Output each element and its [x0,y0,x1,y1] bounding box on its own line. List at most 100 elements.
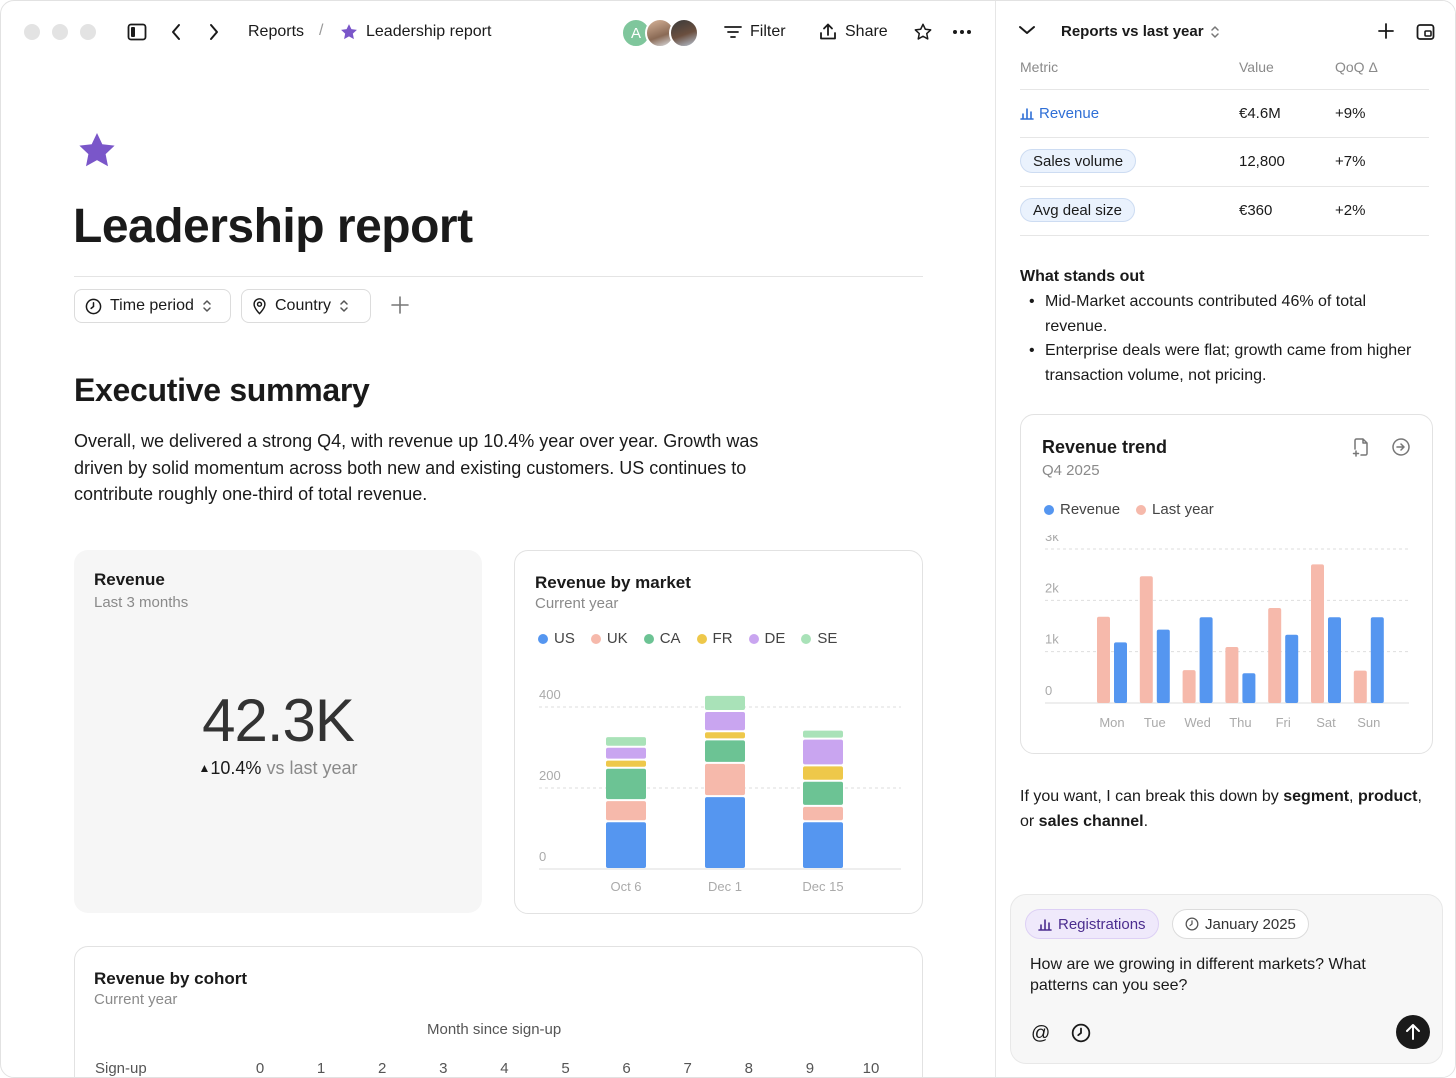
trend-chart-legend: Revenue Last year [1044,501,1214,518]
y-tick-label: 1k [1045,632,1059,647]
filter-label: Filter [750,23,786,40]
legend-item[interactable]: SE [801,630,837,647]
bar-last-year[interactable] [1225,647,1239,703]
revenue-trend-card[interactable]: Revenue trend Q4 2025 Revenue Last year 0… [1020,414,1433,754]
forward-icon[interactable] [202,20,226,44]
bar-revenue[interactable] [1242,673,1256,703]
context-chip-registrations[interactable]: Registrations [1025,909,1159,939]
metric-link-revenue[interactable]: Revenue [1020,105,1099,122]
clock-icon[interactable] [1071,1023,1091,1048]
filter-button[interactable]: Filter [724,20,786,44]
legend-item[interactable]: Last year [1136,501,1214,518]
bar-last-year[interactable] [1353,670,1367,703]
x-tick-label: Sun [1357,715,1380,730]
sidebar-toggle-icon[interactable] [125,20,149,44]
offer-text: , [1417,788,1422,805]
legend-item[interactable]: CA [643,630,681,647]
bar-last-year[interactable] [1311,564,1324,703]
legend-item[interactable]: DE [748,630,785,647]
bar-segment-de[interactable] [705,712,745,731]
metric-chip-avg-deal-size[interactable]: Avg deal size [1020,198,1135,222]
bar-segment-fr[interactable] [705,732,745,739]
table-cell-delta: +9% [1335,105,1366,122]
bar-segment-se[interactable] [606,737,646,746]
bar-last-year[interactable] [1139,576,1153,703]
bar-revenue[interactable] [1370,617,1384,703]
new-chat-plus-icon[interactable] [1377,22,1395,45]
bar-segment-ca[interactable] [705,740,745,762]
revenue-kpi-card[interactable] [74,550,482,913]
bar-segment-fr[interactable] [803,766,843,780]
market-card-title: Revenue by market [535,573,691,592]
bar-last-year[interactable] [1182,670,1196,703]
bar-revenue[interactable] [1328,617,1341,703]
collapse-chevron-icon[interactable] [1018,23,1036,42]
cohort-row-header: Sign-up [95,1060,147,1077]
cohort-axis-title: Month since sign-up [427,1021,562,1038]
bar-segment-ca[interactable] [606,768,646,800]
side-panel-title[interactable]: Reports vs last year [1061,23,1204,40]
revenue-card-title: Revenue [94,570,165,589]
cohort-month-label: 2 [378,1060,387,1077]
trend-card-subtitle: Q4 2025 [1042,462,1100,479]
bar-last-year[interactable] [1097,616,1110,703]
metric-revenue-label: Revenue [1039,105,1100,122]
legend-dot [801,633,812,644]
time-period-filter[interactable]: Time period [74,289,231,323]
open-arrow-icon[interactable] [1391,437,1411,462]
bar-segment-us[interactable] [705,797,745,868]
table-cell-delta: +2% [1335,202,1366,219]
bar-last-year[interactable] [1268,608,1282,703]
assistant-side-panel: Metric Value QoQ Δ Revenue €4.6M +9% Sal… [996,1,1455,1077]
window-minimize-button[interactable] [52,24,68,40]
open-window-icon[interactable] [1416,23,1436,46]
mention-at-icon[interactable]: @ [1031,1023,1051,1044]
share-label: Share [845,23,888,40]
bar-segment-de[interactable] [606,747,646,759]
chat-input[interactable]: How are we growing in different markets?… [1030,956,1366,994]
table-header-delta: QoQ Δ [1335,59,1378,75]
bar-segment-ca[interactable] [803,781,843,805]
filter-icon [724,26,742,38]
legend-item[interactable]: FR [696,630,733,647]
chevron-updown-icon[interactable] [1210,25,1220,44]
bar-segment-us[interactable] [803,822,843,868]
bar-segment-de[interactable] [803,739,843,765]
send-button[interactable] [1396,1015,1430,1049]
legend-item[interactable]: US [538,630,575,647]
legend-label: US [554,630,575,647]
legend-item[interactable]: UK [590,630,628,647]
country-filter[interactable]: Country [241,289,371,323]
bar-revenue[interactable] [1199,617,1213,703]
add-filter-plus-icon[interactable] [389,294,411,316]
collaborator-avatars[interactable]: A [621,18,711,48]
x-tick-label: Wed [1184,715,1211,730]
share-button[interactable]: Share [819,20,888,44]
bar-segment-us[interactable] [606,822,646,868]
bar-revenue[interactable] [1114,642,1127,703]
window-zoom-button[interactable] [80,24,96,40]
context-chip-date[interactable]: January 2025 [1172,909,1309,939]
legend-item[interactable]: Revenue [1044,501,1120,518]
bar-revenue[interactable] [1156,629,1170,703]
breadcrumb-separator: / [319,22,324,39]
breadcrumb-reports[interactable]: Reports [248,23,305,40]
cohort-card-title: Revenue by cohort [94,969,248,988]
bar-segment-uk[interactable] [606,801,646,821]
bar-segment-uk[interactable] [803,806,843,821]
bar-segment-uk[interactable] [705,763,745,796]
back-icon[interactable] [164,20,188,44]
breadcrumb-current[interactable]: Leadership report [366,23,492,40]
bar-revenue[interactable] [1285,634,1299,703]
revenue-by-cohort-card[interactable] [74,946,923,1077]
metric-chip-sales-volume[interactable]: Sales volume [1020,149,1137,173]
bar-segment-se[interactable] [705,695,745,711]
add-to-report-icon[interactable] [1352,437,1370,462]
favorite-star-icon[interactable] [911,20,935,44]
window-close-button[interactable] [24,24,40,40]
bar-segment-se[interactable] [803,730,843,738]
bar-segment-fr[interactable] [606,760,646,767]
more-options-icon[interactable] [950,20,974,44]
chat-composer[interactable]: Registrations January 2025 How are we gr… [1010,894,1443,1064]
legend-label: Last year [1152,501,1214,518]
